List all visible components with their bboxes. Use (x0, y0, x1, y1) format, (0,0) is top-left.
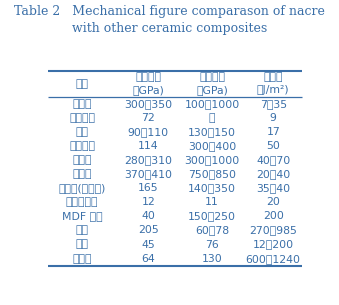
Text: 205: 205 (138, 225, 159, 235)
Text: 陶瓷: 陶瓷 (76, 127, 88, 137)
Text: 600～1240: 600～1240 (246, 253, 301, 264)
Text: 高温陶瓷: 高温陶瓷 (69, 141, 95, 151)
Text: 76: 76 (205, 239, 219, 249)
Text: 12: 12 (141, 197, 155, 207)
Text: （GPa): （GPa) (132, 85, 164, 95)
Text: －: － (209, 113, 215, 123)
Text: 抗张模量: 抗张模量 (135, 72, 161, 82)
Text: 11: 11 (205, 197, 219, 207)
Text: 40: 40 (141, 211, 155, 221)
Text: 40～70: 40～70 (256, 155, 290, 165)
Text: 114: 114 (138, 141, 159, 151)
Text: 20～40: 20～40 (256, 169, 290, 179)
Text: 抗弯强度: 抗弯强度 (199, 72, 225, 82)
Text: 130～150: 130～150 (188, 127, 236, 137)
Text: 17: 17 (266, 127, 280, 137)
Text: 7～35: 7～35 (260, 99, 287, 109)
Text: 300～350: 300～350 (124, 99, 172, 109)
Text: 100～1000: 100～1000 (184, 99, 240, 109)
Text: 燕融硅石: 燕融硅石 (69, 113, 95, 123)
Text: 50: 50 (266, 141, 280, 151)
Text: 280～310: 280～310 (124, 155, 172, 165)
Text: 200: 200 (263, 211, 284, 221)
Text: 硬玉: 硬玉 (76, 225, 88, 235)
Text: Table 2   Mechanical figure comparason of nacre: Table 2 Mechanical figure comparason of … (14, 5, 325, 18)
Text: 氮化硅: 氮化硅 (72, 155, 92, 165)
Text: 72: 72 (141, 113, 155, 123)
Text: 9: 9 (270, 113, 277, 123)
Text: 165: 165 (138, 183, 159, 193)
Text: 300～1000: 300～1000 (184, 155, 240, 165)
Text: 35～40: 35～40 (256, 183, 290, 193)
Text: 90～110: 90～110 (128, 127, 169, 137)
Text: 搪瓷: 搪瓷 (76, 239, 88, 249)
Text: （J/m²): （J/m²) (257, 85, 290, 95)
Text: 波特兰水泥: 波特兰水泥 (66, 197, 98, 207)
Text: 45: 45 (141, 239, 155, 249)
Text: 150～250: 150～250 (188, 211, 236, 221)
Text: 珍珠层: 珍珠层 (72, 253, 92, 264)
Text: 氧化锅(刚化的): 氧化锅(刚化的) (58, 183, 106, 193)
Text: （GPa): （GPa) (196, 85, 228, 95)
Text: 300～400: 300～400 (188, 141, 236, 151)
Text: 碳化硅: 碳化硅 (72, 169, 92, 179)
Text: 20: 20 (266, 197, 280, 207)
Text: 破裂功: 破裂功 (263, 72, 283, 82)
Text: 750～850: 750～850 (188, 169, 236, 179)
Text: 60～78: 60～78 (195, 225, 229, 235)
Text: 64: 64 (141, 253, 155, 264)
Text: 12～200: 12～200 (253, 239, 294, 249)
Text: 氧化铝: 氧化铝 (72, 99, 92, 109)
Text: 140～350: 140～350 (188, 183, 236, 193)
Text: 370～410: 370～410 (124, 169, 172, 179)
Text: 270～985: 270～985 (249, 225, 297, 235)
Text: 130: 130 (202, 253, 222, 264)
Text: MDF 水泥: MDF 水泥 (62, 211, 102, 221)
Text: 材料: 材料 (76, 79, 88, 89)
Text: with other ceramic composites: with other ceramic composites (72, 22, 267, 35)
